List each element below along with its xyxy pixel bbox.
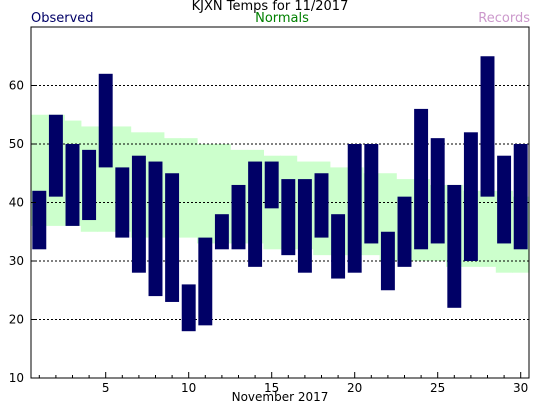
- observed-bar-day-8: [148, 161, 163, 297]
- observed-bar-day-5: [98, 73, 113, 168]
- normal-range-day-10: [180, 138, 198, 238]
- observed-bar-day-13: [231, 184, 246, 250]
- observed-bar-day-17: [297, 179, 312, 273]
- x-axis-label: November 2017: [231, 390, 329, 404]
- legend-observed: Observed: [31, 11, 94, 26]
- axis-ticks: 5 10 15 20 25 30 10 20 30 40 50 60: [9, 79, 529, 396]
- y-tick-label-60: 60: [9, 79, 24, 93]
- x-tick-label-20: 20: [347, 381, 362, 395]
- observed-bar-day-28: [480, 56, 495, 197]
- observed-bars: [32, 56, 528, 332]
- observed-bar-day-26: [447, 184, 462, 308]
- y-tick-label-10: 10: [9, 371, 24, 385]
- observed-bar-day-14: [248, 161, 263, 267]
- x-tick-label-25: 25: [430, 381, 445, 395]
- normal-range-day-28: [479, 190, 497, 267]
- observed-bar-day-10: [181, 284, 196, 332]
- observed-bar-day-20: [347, 144, 362, 273]
- legend-normals: Normals: [255, 11, 309, 26]
- observed-bar-day-6: [115, 167, 130, 238]
- observed-bar-day-1: [32, 190, 47, 250]
- y-tick-label-50: 50: [9, 137, 24, 151]
- observed-bar-day-30: [513, 144, 528, 250]
- normal-range-day-11: [197, 144, 215, 244]
- y-tick-label-20: 20: [9, 313, 24, 327]
- observed-bar-day-27: [463, 132, 478, 261]
- observed-bar-day-11: [198, 237, 213, 326]
- observed-bar-day-25: [430, 138, 445, 244]
- observed-bar-day-29: [497, 155, 512, 244]
- observed-bar-day-7: [131, 155, 146, 273]
- observed-bar-day-18: [314, 173, 329, 238]
- observed-bar-day-15: [264, 161, 279, 209]
- observed-bar-day-2: [48, 114, 63, 197]
- chart-title: KJXN Temps for 11/2017: [191, 0, 349, 14]
- y-tick-label-30: 30: [9, 254, 24, 268]
- observed-bar-day-21: [364, 144, 379, 244]
- observed-bar-day-23: [397, 196, 412, 267]
- observed-bar-day-22: [380, 231, 395, 291]
- observed-bar-day-9: [165, 173, 180, 302]
- legend-records: Records: [478, 11, 530, 26]
- x-tick-label-5: 5: [102, 381, 110, 395]
- observed-bar-day-19: [331, 214, 346, 279]
- observed-bar-day-24: [414, 108, 429, 250]
- grid-lines: [31, 85, 529, 320]
- observed-bar-day-3: [65, 144, 80, 226]
- observed-bar-day-12: [214, 214, 229, 250]
- observed-bar-day-4: [82, 149, 97, 221]
- observed-bar-day-16: [281, 179, 296, 256]
- y-tick-label-40: 40: [9, 196, 24, 210]
- x-tick-label-10: 10: [181, 381, 196, 395]
- x-tick-label-15: 15: [264, 381, 279, 395]
- x-tick-label-30: 30: [513, 381, 528, 395]
